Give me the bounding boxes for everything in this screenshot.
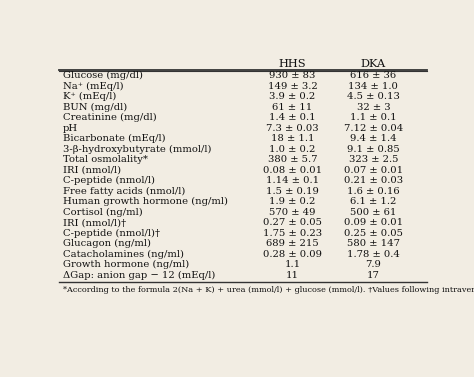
Text: 1.75 ± 0.23: 1.75 ± 0.23 (263, 228, 322, 238)
Text: 11: 11 (286, 271, 299, 280)
Text: 689 ± 215: 689 ± 215 (266, 239, 319, 248)
Text: Glucagon (ng/ml): Glucagon (ng/ml) (63, 239, 151, 248)
Text: 1.9 ± 0.2: 1.9 ± 0.2 (269, 197, 316, 206)
Text: 1.6 ± 0.16: 1.6 ± 0.16 (347, 187, 400, 196)
Text: 1.4 ± 0.1: 1.4 ± 0.1 (269, 113, 316, 122)
Text: 570 ± 49: 570 ± 49 (269, 208, 316, 217)
Text: Human growth hormone (ng/ml): Human growth hormone (ng/ml) (63, 197, 228, 206)
Text: K⁺ (mEq/l): K⁺ (mEq/l) (63, 92, 116, 101)
Text: 3.9 ± 0.2: 3.9 ± 0.2 (269, 92, 316, 101)
Text: 9.1 ± 0.85: 9.1 ± 0.85 (347, 145, 400, 153)
Text: 149 ± 3.2: 149 ± 3.2 (268, 82, 318, 90)
Text: HHS: HHS (279, 59, 306, 69)
Text: pH: pH (63, 124, 78, 133)
Text: 0.21 ± 0.03: 0.21 ± 0.03 (344, 176, 403, 185)
Text: 0.07 ± 0.01: 0.07 ± 0.01 (344, 166, 403, 175)
Text: 0.25 ± 0.05: 0.25 ± 0.05 (344, 228, 403, 238)
Text: Catacholamines (ng/ml): Catacholamines (ng/ml) (63, 250, 184, 259)
Text: DKA: DKA (361, 59, 386, 69)
Text: 323 ± 2.5: 323 ± 2.5 (348, 155, 398, 164)
Text: 616 ± 36: 616 ± 36 (350, 71, 396, 80)
Text: 6.1 ± 1.2: 6.1 ± 1.2 (350, 197, 397, 206)
Text: C-peptide (nmol/l): C-peptide (nmol/l) (63, 176, 155, 185)
Text: 9.4 ± 1.4: 9.4 ± 1.4 (350, 134, 397, 143)
Text: 7.9: 7.9 (365, 260, 381, 269)
Text: 0.08 ± 0.01: 0.08 ± 0.01 (263, 166, 322, 175)
Text: *According to the formula 2(Na + K) + urea (mmol/l) + glucose (mmol/l). †Values : *According to the formula 2(Na + K) + ur… (63, 286, 474, 294)
Text: 580 ± 147: 580 ± 147 (347, 239, 400, 248)
Text: 0.28 ± 0.09: 0.28 ± 0.09 (263, 250, 322, 259)
Text: 500 ± 61: 500 ± 61 (350, 208, 397, 217)
Text: Creatinine (mg/dl): Creatinine (mg/dl) (63, 113, 157, 122)
Text: IRI (nmol/l): IRI (nmol/l) (63, 166, 121, 175)
Text: BUN (mg/dl): BUN (mg/dl) (63, 103, 127, 112)
Text: 1.0 ± 0.2: 1.0 ± 0.2 (269, 145, 316, 153)
Text: 17: 17 (367, 271, 380, 280)
Text: 1.1: 1.1 (284, 260, 301, 269)
Text: 3-β-hydroxybutyrate (mmol/l): 3-β-hydroxybutyrate (mmol/l) (63, 144, 211, 154)
Text: 4.5 ± 0.13: 4.5 ± 0.13 (347, 92, 400, 101)
Text: Bicarbonate (mEq/l): Bicarbonate (mEq/l) (63, 134, 165, 143)
Text: 1.78 ± 0.4: 1.78 ± 0.4 (347, 250, 400, 259)
Text: C-peptide (nmol/l)†: C-peptide (nmol/l)† (63, 228, 160, 238)
Text: Free fatty acids (nmol/l): Free fatty acids (nmol/l) (63, 187, 185, 196)
Text: 18 ± 1.1: 18 ± 1.1 (271, 134, 314, 143)
Text: 7.3 ± 0.03: 7.3 ± 0.03 (266, 124, 319, 133)
Text: 1.5 ± 0.19: 1.5 ± 0.19 (266, 187, 319, 196)
Text: 134 ± 1.0: 134 ± 1.0 (348, 82, 398, 90)
Text: IRI (nmol/l)†: IRI (nmol/l)† (63, 218, 126, 227)
Text: Glucose (mg/dl): Glucose (mg/dl) (63, 71, 143, 80)
Text: 1.14 ± 0.1: 1.14 ± 0.1 (266, 176, 319, 185)
Text: 1.1 ± 0.1: 1.1 ± 0.1 (350, 113, 397, 122)
Text: 380 ± 5.7: 380 ± 5.7 (268, 155, 317, 164)
Text: 0.09 ± 0.01: 0.09 ± 0.01 (344, 218, 403, 227)
Text: 7.12 ± 0.04: 7.12 ± 0.04 (344, 124, 403, 133)
Text: Growth hormone (ng/ml): Growth hormone (ng/ml) (63, 260, 189, 269)
Text: Total osmolality*: Total osmolality* (63, 155, 148, 164)
Text: ΔGap: anion gap − 12 (mEq/l): ΔGap: anion gap − 12 (mEq/l) (63, 271, 215, 280)
Text: Na⁺ (mEq/l): Na⁺ (mEq/l) (63, 81, 124, 91)
Text: 32 ± 3: 32 ± 3 (356, 103, 390, 112)
Text: 61 ± 11: 61 ± 11 (273, 103, 313, 112)
Text: Cortisol (ng/ml): Cortisol (ng/ml) (63, 208, 143, 217)
Text: 0.27 ± 0.05: 0.27 ± 0.05 (263, 218, 322, 227)
Text: 930 ± 83: 930 ± 83 (269, 71, 316, 80)
